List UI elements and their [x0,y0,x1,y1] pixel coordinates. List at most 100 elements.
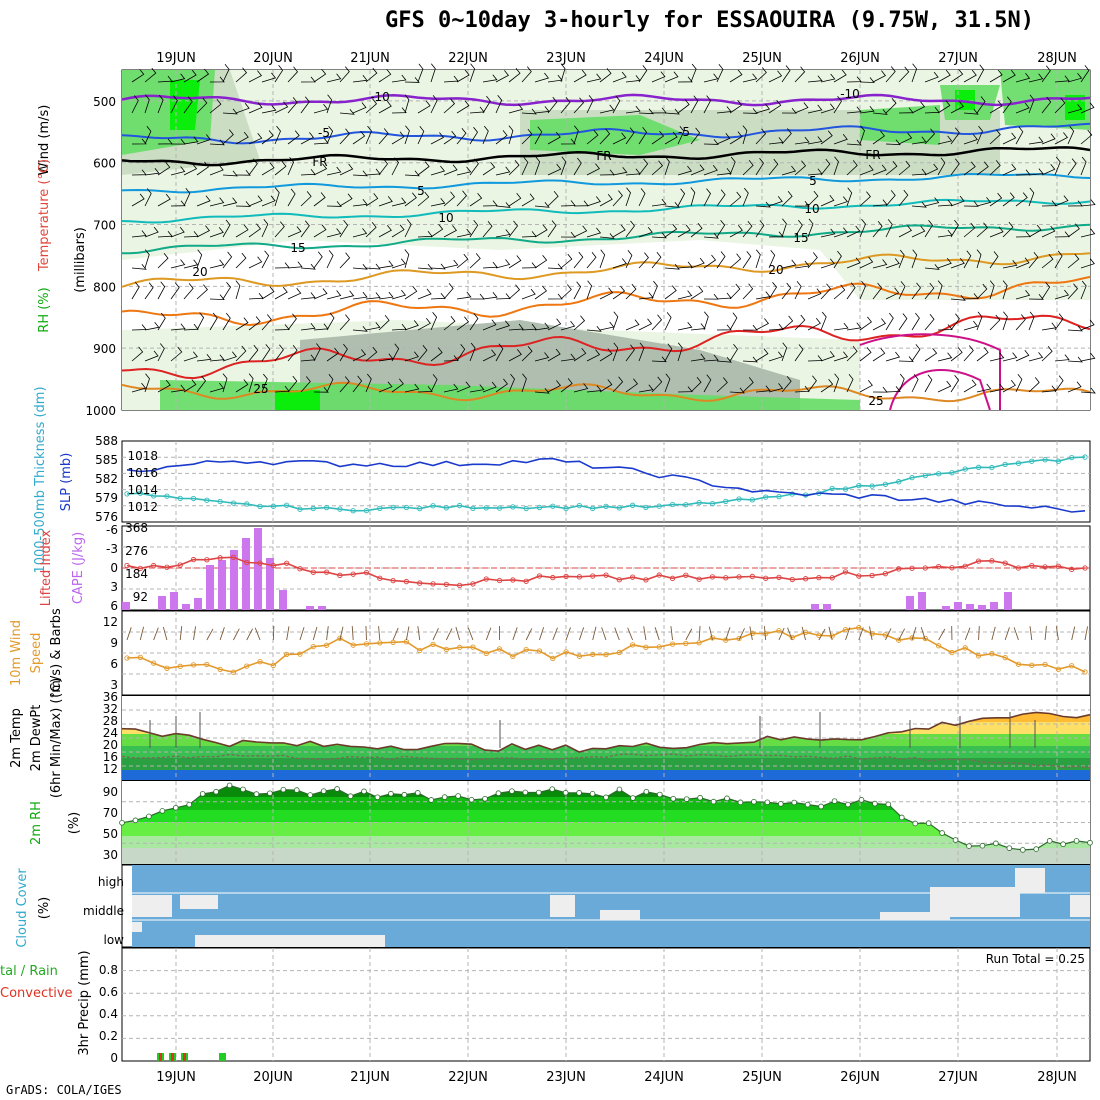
wind-barb [508,104,524,114]
cloud-level-middle: middle [83,904,124,918]
wind-barb [1002,380,1016,393]
wind-barb [846,374,854,393]
wind-speed-point [230,669,237,675]
contour-label: 20 [192,265,207,279]
wind-barb [495,94,503,114]
wind-barb [196,134,211,145]
lifted-index-point [1002,560,1008,566]
date-bottom-23JUN: 23JUN [546,1070,586,1085]
contour-label: 10 [438,211,453,225]
panel-frame-precip [121,947,1091,1062]
wind-barb [300,263,316,270]
rh-point [267,790,273,797]
wind-barb [612,167,628,176]
thickness-point [603,503,609,510]
wind-barb [378,128,389,145]
wind-barb [755,385,771,393]
cape-bar [266,558,274,610]
wind-barb [651,130,665,145]
wind-barb [638,127,648,145]
wind-barb [391,157,399,176]
wind-barb [430,347,443,362]
wind-barb [248,158,258,176]
rh-point [710,798,717,805]
wind-barb [196,249,203,269]
wind-barb [482,200,498,207]
wind-barb [235,102,250,114]
wind-barb [469,192,483,207]
wind-barb [885,97,897,114]
wind-barb [638,318,653,331]
wind-barb [352,263,368,270]
wind-barb [300,220,310,238]
wind-barb [326,312,335,331]
wind-barb-10m [365,626,367,641]
lifted-index-point [323,569,330,575]
thickness-point [975,464,982,470]
wind-barb [1067,72,1083,83]
rh-point [643,788,650,795]
wind-barb [508,159,520,176]
wind-barb [755,103,771,114]
wind-barb [144,373,150,393]
wind-barb-10m [485,627,492,641]
wind-barb [313,192,326,207]
rh-point [468,796,475,803]
thickness-point [297,506,303,512]
lifted-index-point [137,565,143,572]
wind-barb-10m [539,627,545,641]
wind-barb [599,104,615,114]
wind-barb [495,343,504,362]
wind-barb [586,73,602,83]
wind-barb [222,251,233,269]
wind-barb [196,97,208,114]
thickness-point [842,486,849,492]
wind-barb [235,224,249,238]
wind-barb [638,158,649,176]
temp-contour-0 [121,93,1091,107]
lifted-index-point [669,575,676,581]
wind-barb [534,202,550,208]
wind-barb [807,75,823,83]
wind-barb-10m [525,628,533,641]
wind-barb [1028,73,1044,83]
contour-label: -5 [318,126,330,140]
wind-barb [924,347,938,362]
wind-barb [781,191,793,207]
thickness-point [536,504,543,511]
cloud-block [600,910,640,920]
wind-barb [157,343,165,362]
wind-barb [1054,375,1064,393]
lifted-index-point [244,559,250,566]
date-bottom-28JUN: 28JUN [1037,1070,1077,1085]
wind-barb [326,290,342,300]
wind-barb [430,374,438,393]
wind-barb [703,311,709,331]
wind-barb [664,156,670,176]
wind-barb [365,292,381,300]
date-top-21JUN: 21JUN [350,51,390,66]
lifted-index-point [430,581,436,587]
lifted-index-point [709,574,716,580]
wind-barb [365,98,378,114]
wind-barb [404,77,420,83]
cloud-block [132,922,142,932]
y-axis-labels: Wind (m/s)Temperature (°C) RH (%) (milliba… [0,105,92,1056]
wind-barb [677,290,693,300]
wind-barb [248,70,263,83]
wind-barb [625,105,641,114]
wind-barb [807,318,821,331]
wind-barb [651,160,664,176]
lifted-index-point [643,577,649,583]
wind-barb [560,253,573,269]
wind-barb [703,139,719,145]
wind-barb [144,282,154,300]
ytick-rh-30: 30 [103,848,118,862]
wind-barb [183,323,199,331]
wind-barb [742,251,752,269]
thickness-point [310,505,316,512]
wind-speed-point [856,625,862,631]
wind-barb [391,378,404,393]
wind-barb [703,232,719,239]
date-top-24JUN: 24JUN [644,51,684,66]
